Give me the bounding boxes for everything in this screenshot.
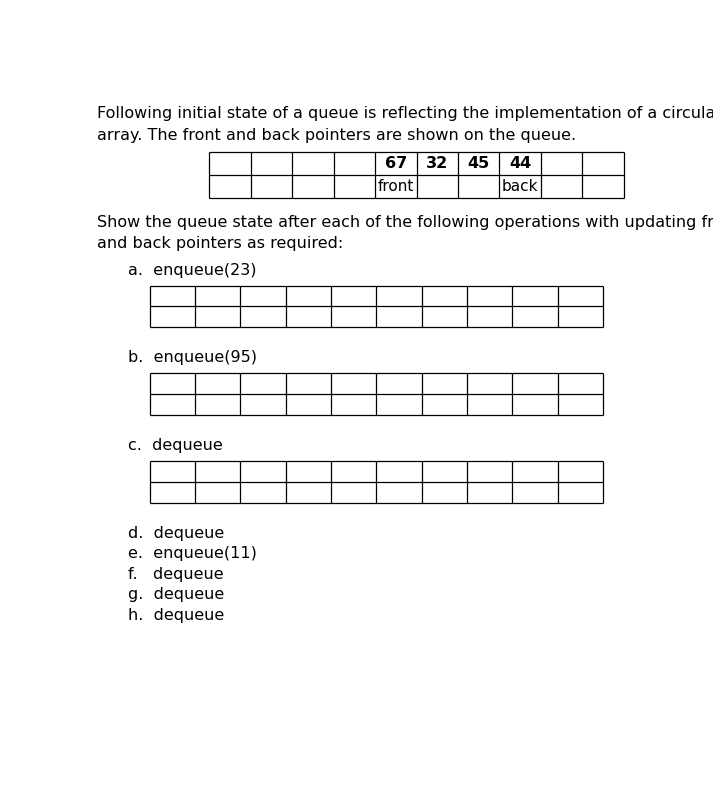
Text: h.  dequeue: h. dequeue bbox=[128, 608, 224, 622]
Text: g.  dequeue: g. dequeue bbox=[128, 587, 224, 602]
Text: d.  dequeue: d. dequeue bbox=[128, 526, 224, 541]
Text: f.   dequeue: f. dequeue bbox=[128, 567, 223, 581]
Text: 44: 44 bbox=[509, 156, 531, 171]
Text: a.  enqueue(23): a. enqueue(23) bbox=[128, 262, 257, 277]
Text: Show the queue state after each of the following operations with updating front
: Show the queue state after each of the f… bbox=[97, 215, 713, 251]
Text: b.  enqueue(95): b. enqueue(95) bbox=[128, 350, 257, 366]
Text: Following initial state of a queue is reflecting the implementation of a circula: Following initial state of a queue is re… bbox=[97, 106, 713, 143]
Text: c.  dequeue: c. dequeue bbox=[128, 438, 222, 453]
Text: front: front bbox=[378, 179, 414, 194]
Text: 32: 32 bbox=[426, 156, 448, 171]
Text: back: back bbox=[502, 179, 538, 194]
Text: 67: 67 bbox=[385, 156, 407, 171]
Text: e.  enqueue(11): e. enqueue(11) bbox=[128, 546, 257, 561]
Text: 45: 45 bbox=[468, 156, 490, 171]
